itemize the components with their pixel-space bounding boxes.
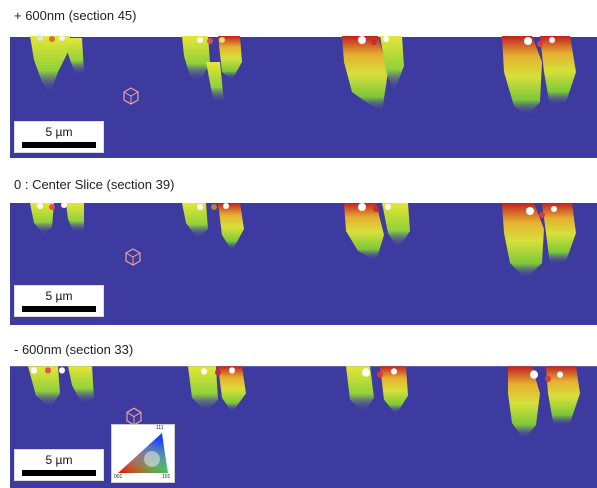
scale-bar-label: 5 µm <box>45 453 73 467</box>
deformation-zone <box>30 202 84 235</box>
scale-bar: 5 µm <box>14 449 104 481</box>
deformation-zone <box>502 36 576 116</box>
deformation-zone <box>28 366 94 409</box>
deformation-zone <box>502 203 576 279</box>
scale-bar: 5 µm <box>14 121 104 153</box>
panel-title-top: + 600nm (section 45) <box>14 8 137 23</box>
ipf-label-111: 111 <box>156 425 164 431</box>
ipf-label-001: 001 <box>114 474 123 480</box>
scale-bar-label: 5 µm <box>45 289 73 303</box>
deformation-zone <box>182 203 244 251</box>
panel-title-center: 0 : Center Slice (section 39) <box>14 177 175 192</box>
deformation-zone <box>30 35 84 94</box>
deformation-zone <box>188 366 246 413</box>
panel-title-bottom: - 600nm (section 33) <box>14 342 134 357</box>
orientation-cube-icon <box>123 87 139 105</box>
ipf-label-101: 101 <box>162 474 171 480</box>
scale-bar: 5 µm <box>14 285 104 317</box>
deformation-zone <box>342 36 404 112</box>
scale-bar-label: 5 µm <box>45 125 73 139</box>
scale-bar-line <box>22 142 96 148</box>
deformation-zone <box>344 203 410 261</box>
orientation-cube-icon <box>125 248 141 266</box>
ebsd-map-center <box>10 199 597 325</box>
scale-bar-line <box>22 306 96 312</box>
ebsd-map-bottom <box>10 362 597 488</box>
scale-bar-line <box>22 470 96 476</box>
ipf-color-key: 001 101 111 <box>111 424 175 483</box>
ipf-triangle-icon <box>118 433 168 473</box>
deformation-zone <box>182 36 242 104</box>
deformation-zone <box>346 366 408 415</box>
ebsd-map-top <box>10 32 597 158</box>
deformation-zone <box>508 366 580 440</box>
